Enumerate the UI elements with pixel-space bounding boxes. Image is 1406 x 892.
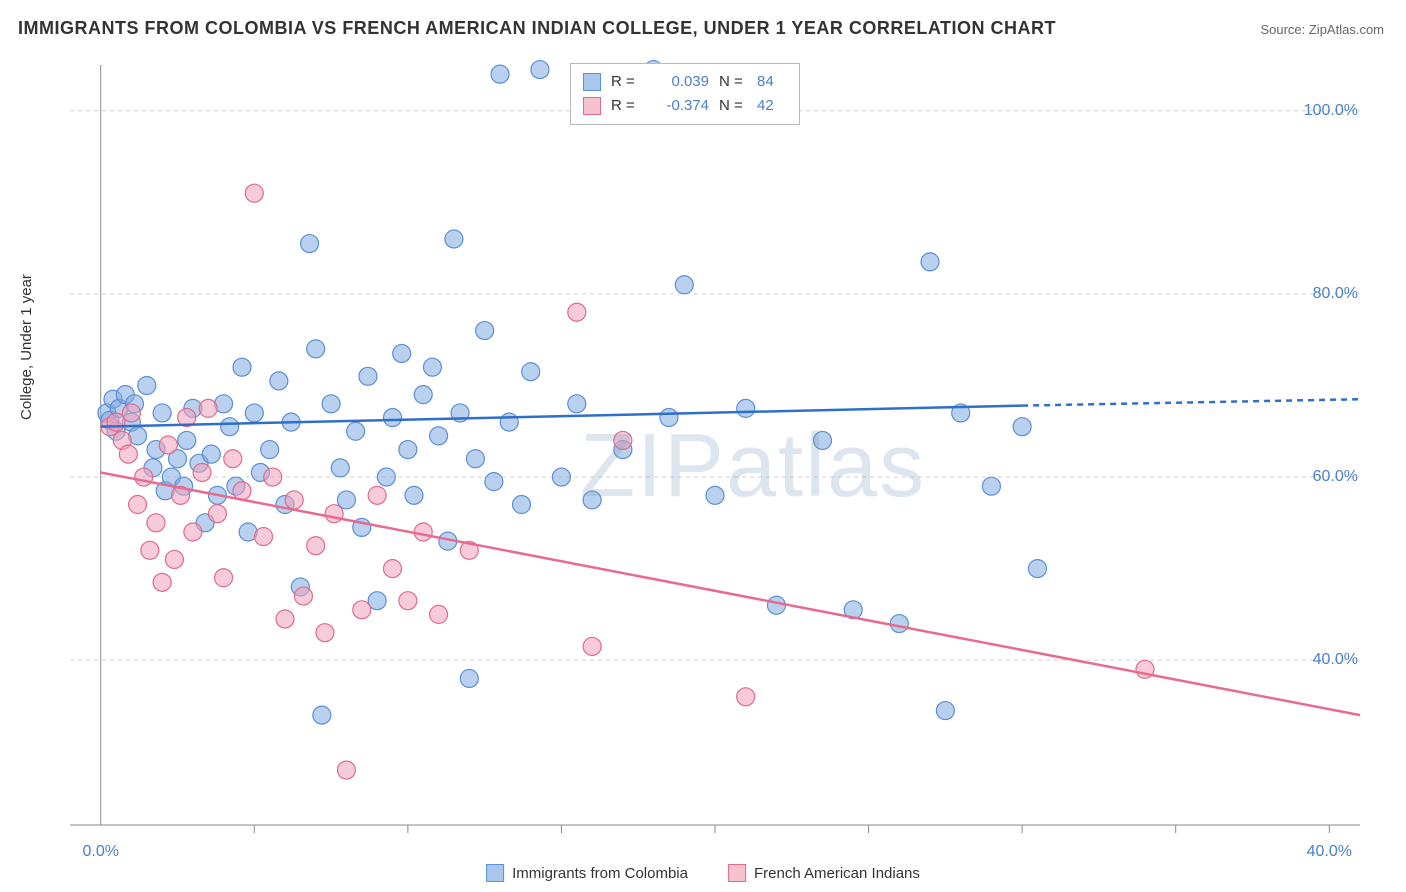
y-tick-label: 100.0% [1304, 102, 1358, 120]
y-axis-label: College, Under 1 year [18, 274, 35, 420]
stats-row: R = 0.039 N = 84 [583, 70, 787, 94]
scatter-chart [60, 55, 1370, 835]
stats-row: R = -0.374 N = 42 [583, 94, 787, 118]
r-value: 0.039 [649, 70, 709, 94]
x-tick-label: 0.0% [82, 843, 118, 861]
r-label: R = [611, 70, 639, 94]
chart-area: ZIPatlas R =0.039N =84R =-0.374N =42 40.… [60, 55, 1370, 835]
source-label: Source: ZipAtlas.com [1260, 22, 1384, 37]
n-value: 42 [757, 94, 787, 118]
y-tick-label: 60.0% [1313, 468, 1358, 486]
r-label: R = [611, 94, 639, 118]
n-label: N = [719, 70, 747, 94]
n-value: 84 [757, 70, 787, 94]
chart-title: IMMIGRANTS FROM COLOMBIA VS FRENCH AMERI… [18, 18, 1056, 39]
legend-swatch [728, 864, 746, 882]
n-label: N = [719, 94, 747, 118]
legend-label: Immigrants from Colombia [512, 865, 688, 882]
legend: Immigrants from Colombia French American … [486, 864, 920, 882]
stats-legend-box: R = 0.039 N = 84 R = -0.374 N = 42 [570, 63, 800, 125]
legend-label: French American Indians [754, 865, 920, 882]
r-value: -0.374 [649, 94, 709, 118]
x-tick-label: 40.0% [1307, 843, 1352, 861]
y-tick-label: 40.0% [1313, 651, 1358, 669]
legend-item: French American Indians [728, 864, 920, 882]
legend-item: Immigrants from Colombia [486, 864, 688, 882]
legend-swatch [486, 864, 504, 882]
series-swatch [583, 97, 601, 115]
series-swatch [583, 73, 601, 91]
y-tick-label: 80.0% [1313, 285, 1358, 303]
